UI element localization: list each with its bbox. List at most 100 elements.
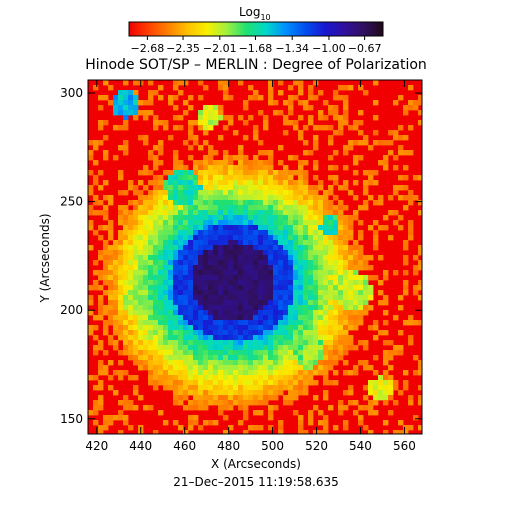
- heatmap-cell: [308, 410, 314, 416]
- heatmap-cell: [173, 260, 179, 266]
- heatmap-cell: [168, 325, 174, 331]
- heatmap-cell: [248, 115, 254, 121]
- heatmap-cell: [158, 350, 164, 356]
- heatmap-cell: [153, 230, 159, 236]
- heatmap-cell: [168, 375, 174, 381]
- heatmap-cell: [153, 120, 159, 126]
- heatmap-cell: [168, 250, 174, 256]
- x-tick-label: 520: [305, 439, 328, 453]
- heatmap-cell: [208, 215, 214, 221]
- heatmap-cell: [203, 295, 209, 301]
- heatmap-cell: [178, 270, 184, 276]
- heatmap-cell: [333, 275, 339, 281]
- heatmap-cell: [418, 370, 422, 376]
- heatmap-cell: [213, 390, 219, 396]
- heatmap-cell: [138, 250, 144, 256]
- heatmap-cell: [273, 355, 279, 361]
- heatmap-cell: [183, 260, 189, 266]
- heatmap-cell: [318, 325, 324, 331]
- heatmap-cell: [148, 295, 154, 301]
- heatmap-cell: [193, 270, 199, 276]
- heatmap-cell: [143, 220, 149, 226]
- heatmap-cell: [188, 335, 194, 341]
- heatmap-cell: [143, 265, 149, 271]
- heatmap-cell: [298, 325, 304, 331]
- heatmap-cell: [273, 320, 279, 326]
- heatmap-cell: [343, 105, 349, 111]
- heatmap-cell: [288, 315, 294, 321]
- heatmap-cell: [308, 250, 314, 256]
- heatmap-cell: [263, 360, 269, 366]
- heatmap-cell: [303, 370, 309, 376]
- heatmap-cell: [303, 285, 309, 291]
- heatmap-cell: [348, 260, 354, 266]
- heatmap-cell: [98, 185, 104, 191]
- heatmap-cell: [298, 390, 304, 396]
- heatmap-cell: [413, 415, 419, 421]
- heatmap-cell: [158, 195, 164, 201]
- heatmap-cell: [108, 295, 114, 301]
- heatmap-cell: [208, 420, 214, 426]
- heatmap-cell: [263, 300, 269, 306]
- heatmap-cell: [208, 250, 214, 256]
- heatmap-cell: [318, 370, 324, 376]
- heatmap-cell: [148, 265, 154, 271]
- heatmap-cell: [353, 295, 359, 301]
- heatmap-cell: [213, 340, 219, 346]
- heatmap-cell: [343, 120, 349, 126]
- heatmap-cell: [93, 285, 99, 291]
- heatmap-cell: [228, 220, 234, 226]
- heatmap-cell: [273, 375, 279, 381]
- heatmap-cell: [158, 145, 164, 151]
- heatmap-cell: [193, 390, 199, 396]
- heatmap-cell: [188, 275, 194, 281]
- heatmap-cell: [363, 265, 369, 271]
- heatmap-cell: [308, 290, 314, 296]
- heatmap-cell: [98, 405, 104, 411]
- heatmap-cell: [93, 160, 99, 166]
- heatmap-cell: [158, 160, 164, 166]
- heatmap-cell: [233, 250, 239, 256]
- heatmap-cell: [393, 315, 399, 321]
- heatmap-cell: [108, 310, 114, 316]
- heatmap-cell: [353, 250, 359, 256]
- heatmap-cell: [403, 370, 409, 376]
- heatmap-cell: [198, 115, 204, 121]
- heatmap-cell: [333, 240, 339, 246]
- heatmap-cell: [338, 290, 344, 296]
- heatmap-cell: [358, 260, 364, 266]
- heatmap-cell: [203, 210, 209, 216]
- heatmap-cell: [198, 310, 204, 316]
- heatmap-cell: [153, 335, 159, 341]
- heatmap-cell: [273, 215, 279, 221]
- heatmap-cell: [163, 190, 169, 196]
- heatmap-cell: [293, 350, 299, 356]
- heatmap-cell: [413, 175, 419, 181]
- heatmap-cell: [333, 320, 339, 326]
- heatmap-cell: [213, 210, 219, 216]
- heatmap-cell: [418, 210, 422, 216]
- heatmap-cell: [203, 265, 209, 271]
- heatmap-cell: [293, 95, 299, 101]
- heatmap-cell: [198, 280, 204, 286]
- heatmap-cell: [173, 300, 179, 306]
- heatmap-cell: [138, 360, 144, 366]
- heatmap-cell: [398, 225, 404, 231]
- heatmap-cell: [243, 180, 249, 186]
- heatmap-cell: [263, 190, 269, 196]
- heatmap-cell: [343, 310, 349, 316]
- heatmap-cell: [158, 250, 164, 256]
- heatmap-cell: [323, 200, 329, 206]
- heatmap-cell: [288, 280, 294, 286]
- heatmap-cell: [203, 115, 209, 121]
- heatmap-cell: [228, 340, 234, 346]
- heatmap-cell: [313, 380, 319, 386]
- heatmap-cell: [313, 235, 319, 241]
- heatmap-cell: [93, 145, 99, 151]
- heatmap-cell: [233, 170, 239, 176]
- heatmap-cell: [333, 340, 339, 346]
- heatmap-cell: [228, 280, 234, 286]
- heatmap-cell: [93, 335, 99, 341]
- heatmap-cell: [183, 215, 189, 221]
- heatmap-cell: [218, 290, 224, 296]
